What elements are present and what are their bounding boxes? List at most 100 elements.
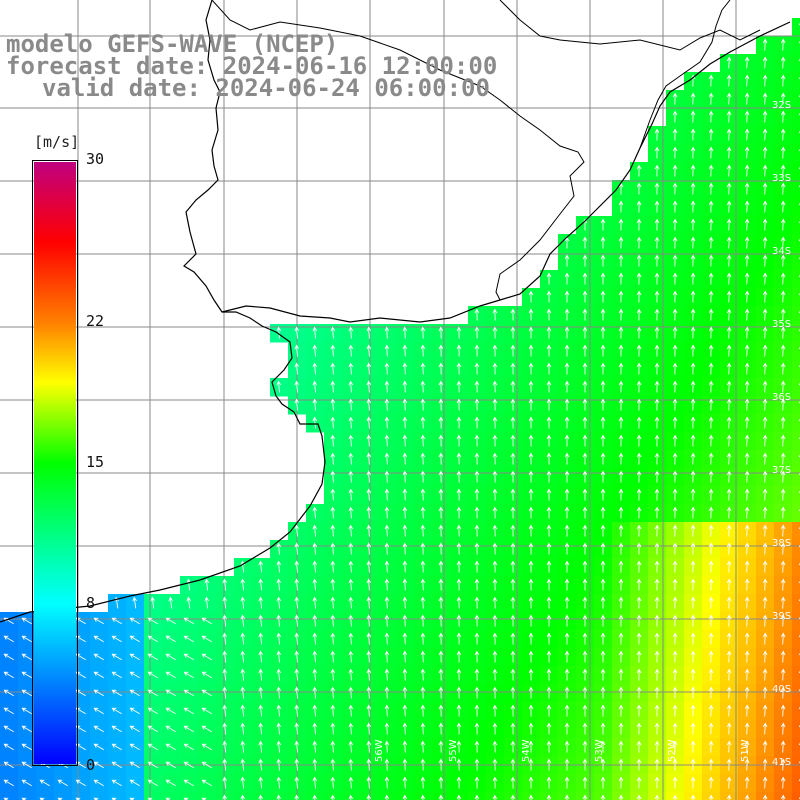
wind-cell [792,54,800,73]
wind-arrow [420,380,426,393]
wind-arrow [183,653,194,661]
wind-arrow [312,758,318,771]
wind-arrow [168,596,173,609]
wind-arrow [582,326,588,339]
wind-cell [792,702,800,721]
wind-arrow [546,488,552,501]
wind-cell [792,468,800,487]
wind-arrow [330,722,336,735]
wind-arrow [582,236,588,249]
wind-arrow [528,524,534,537]
wind-arrow [762,164,768,177]
wind-arrow [582,740,588,753]
wind-arrow [762,506,768,519]
wind-cell [792,414,800,433]
wind-arrow [690,164,696,177]
wind-arrow [618,344,624,357]
wind-cell [180,792,199,800]
wind-arrow [780,578,786,591]
wind-arrow [438,488,444,501]
wind-arrow [780,452,786,465]
wind-arrow [492,614,498,627]
wind-arrow [780,56,786,69]
wind-arrow [384,776,390,789]
wind-arrow [636,272,642,285]
wind-arrow [510,614,516,627]
wind-arrow [456,758,462,771]
wind-arrow [564,344,570,357]
wind-arrow [366,578,372,591]
wind-arrow [456,434,462,447]
wind-arrow [672,218,678,231]
wind-arrow [294,380,300,393]
wind-arrow [330,794,336,800]
wind-arrow [222,740,228,753]
wind-arrow [510,524,516,537]
wind-arrow [366,668,372,681]
wind-arrow [21,653,32,661]
wind-arrow [582,380,588,393]
wind-arrow [708,524,714,537]
wind-arrow [456,632,462,645]
wind-arrow [21,797,27,800]
wind-arrow [690,362,696,375]
wind-arrow [582,434,588,447]
wind-arrow [654,236,660,249]
wind-arrow [780,110,786,123]
wind-arrow [744,344,750,357]
wind-arrow [474,470,480,483]
wind-arrow [780,524,786,537]
wind-arrow [330,452,336,465]
wind-arrow [708,344,714,357]
wind-cell [792,486,800,505]
colorbar-unit: [m/s] [34,133,80,151]
wind-arrow [744,164,750,177]
wind-arrow [420,668,426,681]
wind-arrow [672,254,678,267]
wind-arrow [420,560,426,573]
wind-arrow [438,776,444,789]
wind-arrow [201,653,212,661]
wind-arrow [492,578,498,591]
wind-arrow [348,452,354,465]
wind-arrow [366,398,372,411]
wind-arrow [780,794,786,800]
wind-arrow [708,236,714,249]
wind-arrow [474,308,480,321]
wind-arrow [564,488,570,501]
wind-arrow [564,362,570,375]
wind-arrow [690,560,696,573]
wind-arrow [165,689,176,697]
wind-arrow [654,686,660,699]
wind-arrow [201,617,212,625]
wind-arrow [474,722,480,735]
wind-arrow [474,344,480,357]
wind-arrow [654,254,660,267]
wind-arrow [600,272,606,285]
wind-arrow [147,761,158,769]
wind-arrow [402,758,408,771]
wind-arrow [528,668,534,681]
wind-arrow [672,146,678,159]
wind-arrow [672,416,678,429]
wind-arrow [474,506,480,519]
wind-arrow [528,398,534,411]
wind-arrow [564,470,570,483]
wind-arrow [258,596,264,609]
wind-arrow [111,653,122,661]
wind-arrow [564,668,570,681]
colorbar-tick-label: 22 [86,311,105,330]
wind-arrow [546,524,552,537]
wind-arrow [366,632,372,645]
latitude-label: 35S [772,319,792,330]
wind-arrow [654,272,660,285]
wind-arrow [294,686,300,699]
wind-arrow [183,671,194,679]
wind-arrow [672,722,678,735]
wind-arrow [726,758,732,771]
wind-arrow [258,650,264,663]
wind-cell [144,792,163,800]
wind-arrow [420,506,426,519]
wind-arrow [780,542,786,555]
wind-arrow [330,488,336,501]
